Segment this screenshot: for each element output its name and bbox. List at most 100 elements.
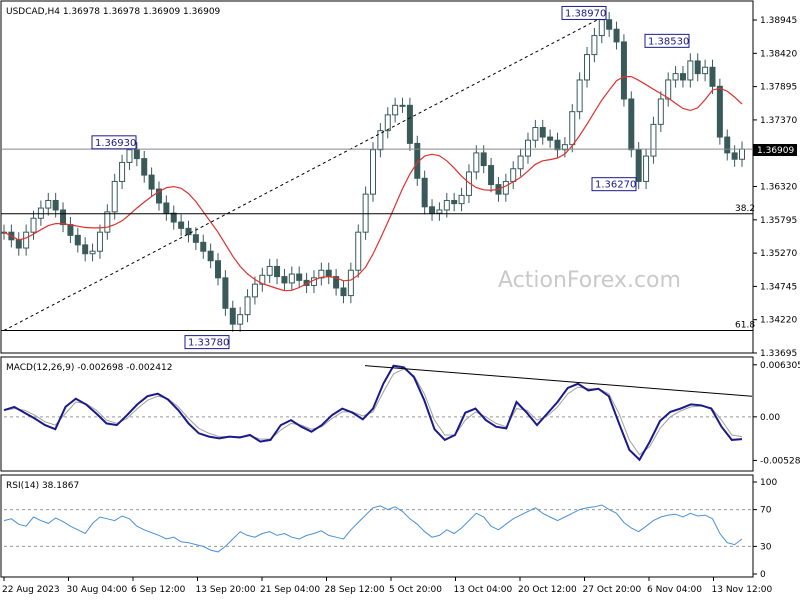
x-tick-label: 20 Oct 12:00 [518,585,577,595]
main-y-tick-label: 1.35795 [760,216,797,226]
candle-body [355,231,362,271]
candle-body [377,130,384,151]
rsi-title: RSI(14) 38.1867 [6,481,79,491]
rsi-panel-frame [0,474,754,578]
candle-body [724,136,731,154]
candle-body [104,211,111,233]
candle-body [192,234,199,243]
candle-body [702,66,709,75]
candle-body [163,202,170,214]
candle-body [178,221,185,229]
candle-body [229,307,236,325]
candle-body [539,127,546,138]
candle-body [687,60,694,81]
candle-body [89,250,96,255]
macd-y-tick-label: 0.00 [760,413,780,423]
candle-body [643,155,650,182]
candle-body [215,260,222,279]
candle-body [524,139,531,157]
candle-body [709,66,716,87]
candle-body [52,199,59,211]
candle-body [281,276,288,284]
main-y-tick-label: 1.38420 [760,49,797,59]
candle-body [598,19,605,37]
candle-body [23,231,30,249]
candle-body [266,265,273,276]
candle-body [480,152,487,167]
candle-body [465,171,472,196]
x-tick-label: 21 Sep 04:00 [260,585,320,595]
candle-body [392,104,399,116]
macd-y-tick-label: -0.005283 [760,456,800,466]
candle-body [694,60,701,75]
annotation-label: 1.36270 [595,180,636,191]
main-y-tick-label: 1.34220 [760,316,797,326]
candle-body [679,73,686,81]
candle-body [532,127,539,141]
main-title: USDCAD,H4 1.36978 1.36978 1.36909 1.3690… [6,7,221,17]
candle-body [60,209,67,226]
candle-body [362,193,369,233]
candle-body [510,168,517,182]
candle-body [207,250,214,262]
candle-body [30,217,37,233]
price-annotations: 1.38970 1.38530 1.36930 1.36270 1.33780 [91,5,690,350]
x-tick-label: 6 Nov 04:00 [647,585,702,595]
candle-body [288,273,295,284]
candle-body [502,180,509,195]
annotation-box [91,135,137,150]
macd-panel: MACD(12,26,9) -0.002698 -0.002412 0.0063… [0,356,800,472]
rsi-y-tick-label: 0 [760,570,766,580]
main-panel: ActionForex.com 38.261.8 1.389701.385301… [0,0,797,359]
candle-body [561,144,568,151]
annotation-box [184,335,230,350]
candle-body [370,149,376,195]
x-axis: 22 Aug 2023 30 Aug 04:00 6 Sep 12:00 13 Sep… [2,577,772,595]
main-y-tick-label: 1.36320 [760,183,797,193]
macd-panel-frame [0,356,754,472]
candle-body [576,79,583,113]
candle-body [185,227,192,236]
rsi-levels [4,509,753,547]
rsi-y-axis: 100 70 30 0 [753,478,777,580]
rsi-panel: RSI(14) 38.1867 100 70 30 0 [0,474,777,580]
watermark: ActionForex.com [498,268,681,293]
candle-body [606,19,613,30]
candle-body [473,152,480,173]
candle-body [628,98,635,151]
candle-body [222,277,229,309]
annotation-box [591,177,637,192]
fib-level-label: 61.8 [735,320,755,330]
candle-body [170,212,177,223]
rsi-y-tick-label: 100 [760,478,777,488]
macd-y-axis: 0.006305 0.00 -0.005283 [753,361,800,466]
moving-average-line [3,76,743,292]
annotation-label: 1.36930 [95,138,136,149]
macd-main-line [3,364,743,462]
main-panel-frame [0,0,754,354]
x-tick-label: 30 Aug 04:00 [67,585,128,595]
main-y-tick-label: 1.35270 [760,249,797,259]
main-y-tick-label: 1.38945 [760,16,797,26]
main-y-tick-label: 1.37895 [760,83,797,93]
candle-body [237,314,244,325]
candle-body [731,152,738,160]
candle-body [155,188,162,204]
candle-body [37,207,44,219]
x-tick-label: 13 Nov 12:00 [712,585,773,595]
candle-body [716,85,723,138]
candle-body [421,177,428,208]
trendline [3,17,601,331]
candle-body [665,79,672,100]
x-tick-label: 6 Sep 12:00 [131,585,186,595]
candle-body [613,28,620,43]
candle-body [517,155,524,170]
candle-body [429,206,436,214]
rsi-line [3,504,743,553]
candle-body [96,231,103,252]
macd-trendline [364,365,753,397]
rsi-y-tick-label: 70 [760,506,772,516]
main-y-tick-label: 1.33695 [760,349,797,359]
